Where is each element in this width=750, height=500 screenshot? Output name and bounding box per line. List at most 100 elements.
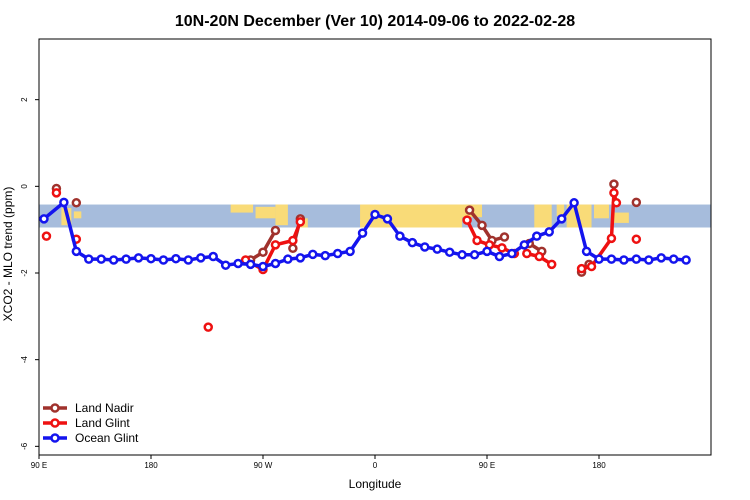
data-point-ocean-glint (494, 251, 505, 262)
data-point-ocean-glint (507, 248, 517, 259)
data-point-ocean-glint (96, 254, 106, 264)
y-tick-label: -2 (20, 269, 29, 277)
data-point-land-nadir (631, 197, 642, 208)
map-land (594, 204, 609, 219)
data-point-ocean-glint (432, 244, 442, 254)
data-point-land-glint (631, 234, 642, 244)
x-tick-label: 90 E (31, 461, 47, 470)
map-land (417, 204, 438, 214)
legend-label-land-nadir: Land Nadir (75, 401, 134, 415)
data-point-land-nadir (71, 198, 82, 208)
data-point-ocean-glint (370, 209, 380, 220)
data-point-ocean-glint (308, 249, 318, 260)
data-point-ocean-glint (183, 255, 194, 265)
data-point-land-glint (472, 235, 482, 246)
data-point-land-glint (270, 240, 281, 250)
data-point-ocean-glint (283, 254, 293, 264)
data-point-land-glint (41, 231, 52, 241)
map-land (611, 212, 629, 223)
map-land (534, 204, 552, 228)
data-point-ocean-glint (668, 254, 679, 264)
plot-area: 90 E 180 90 W 0 90 E 180 -6 -4 -2 0 2 Land NadirLan… (20, 38, 712, 470)
data-point-land-nadir (609, 179, 619, 189)
y-tick-label: 0 (20, 184, 29, 189)
data-point-ocean-glint (71, 246, 82, 257)
data-point-ocean-glint (146, 253, 156, 264)
data-point-ocean-glint (196, 253, 206, 263)
legend-marker-land-nadir (50, 403, 60, 413)
data-point-land-glint (497, 243, 507, 253)
y-tick-label: -6 (20, 442, 29, 450)
data-point-land-nadir (270, 225, 281, 236)
series-land-glint (41, 188, 642, 332)
data-point-ocean-glint (594, 254, 604, 264)
legend-label-land-glint: Land Glint (75, 416, 130, 430)
data-point-ocean-glint (681, 255, 691, 265)
data-point-ocean-glint (519, 240, 530, 250)
data-point-ocean-glint (581, 246, 592, 257)
chart-title: 10N-20N December (Ver 10) 2014-09-06 to … (175, 13, 575, 30)
x-tick-label: 90 W (254, 461, 273, 470)
data-point-ocean-glint (482, 246, 492, 257)
data-point-land-nadir (477, 220, 487, 231)
map-land (73, 211, 82, 219)
x-tick-label: 90 E (479, 461, 495, 470)
data-point-land-glint (609, 188, 619, 198)
data-point-ocean-glint (382, 214, 393, 224)
x-tick-label: 0 (373, 461, 378, 470)
data-point-ocean-glint (245, 259, 256, 270)
data-point-land-glint (611, 198, 622, 208)
data-point-ocean-glint (233, 258, 243, 269)
data-point-ocean-glint (619, 255, 629, 265)
data-point-ocean-glint (395, 231, 405, 241)
y-axis-label: XCO2 - MLO trend (ppm) (1, 187, 15, 322)
data-point-land-glint (288, 235, 298, 246)
data-point-land-glint (606, 233, 617, 244)
x-tick-label: 180 (592, 461, 606, 470)
data-point-land-nadir (288, 243, 298, 254)
data-point-land-nadir (499, 232, 510, 242)
data-point-ocean-glint (420, 242, 430, 252)
data-point-ocean-glint (656, 253, 666, 263)
x-tick-label: 180 (144, 461, 158, 470)
data-point-ocean-glint (644, 255, 654, 265)
data-point-ocean-glint (108, 255, 119, 265)
data-point-ocean-glint (457, 250, 467, 260)
data-point-land-nadir (464, 205, 475, 215)
data-point-ocean-glint (84, 254, 94, 264)
data-point-ocean-glint (469, 250, 480, 260)
data-point-ocean-glint (332, 248, 343, 259)
data-point-ocean-glint (121, 254, 131, 264)
data-point-ocean-glint (171, 253, 181, 264)
data-point-land-glint (576, 263, 587, 274)
data-point-ocean-glint (357, 228, 368, 238)
series-ocean-glint (39, 197, 691, 272)
data-point-ocean-glint (556, 214, 567, 224)
data-point-ocean-glint (569, 198, 579, 208)
data-point-ocean-glint (631, 254, 642, 264)
y-tick-label: 2 (20, 97, 29, 102)
data-point-land-glint (295, 217, 306, 227)
data-point-ocean-glint (158, 255, 169, 265)
data-point-ocean-glint (320, 250, 330, 261)
data-point-land-glint (462, 215, 472, 225)
data-point-ocean-glint (444, 247, 455, 257)
map-land (255, 206, 276, 219)
data-point-ocean-glint (258, 261, 268, 272)
data-point-land-nadir (258, 247, 268, 257)
map-land (556, 204, 565, 217)
y-tick-label: -4 (20, 356, 29, 364)
data-point-ocean-glint (532, 231, 542, 241)
map-land (275, 204, 288, 226)
data-point-ocean-glint (544, 227, 554, 237)
series-line-ocean-glint (42, 200, 687, 269)
data-point-land-glint (203, 322, 213, 332)
data-point-ocean-glint (208, 251, 218, 262)
data-point-ocean-glint (270, 258, 281, 269)
data-point-land-glint (586, 261, 597, 272)
legend-marker-ocean-glint (50, 433, 60, 443)
plot-frame (38, 38, 712, 456)
data-point-land-glint (534, 251, 545, 262)
